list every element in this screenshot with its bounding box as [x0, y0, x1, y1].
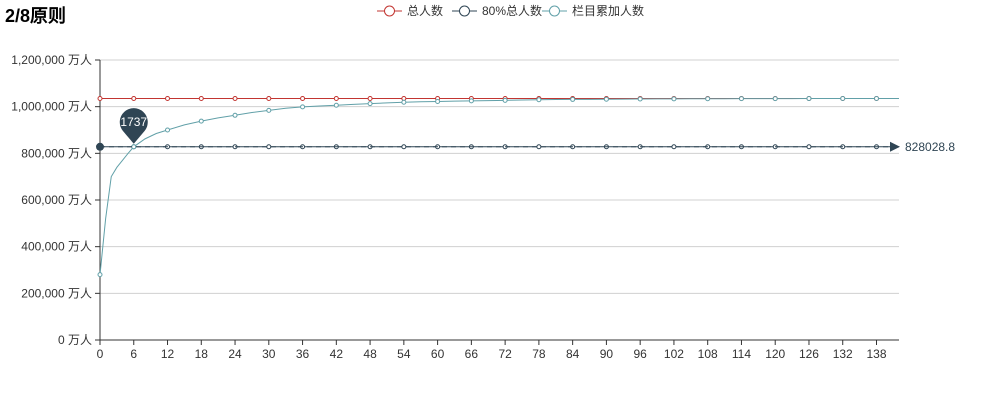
series-point-0[interactable]	[131, 95, 137, 101]
x-tick-label: 36	[296, 347, 310, 361]
x-tick-label: 0	[97, 347, 104, 361]
legend-label-1: 80%总人数	[482, 3, 542, 18]
x-tick-label: 24	[228, 347, 242, 361]
x-tick-label: 30	[262, 347, 276, 361]
series-point-2[interactable]	[401, 99, 407, 105]
legend-symbol-2[interactable]	[549, 5, 560, 17]
mark-point-pin[interactable]	[119, 108, 148, 144]
series-point-2[interactable]	[806, 96, 812, 102]
series-point-2[interactable]	[637, 96, 643, 102]
x-tick-label: 60	[431, 347, 445, 361]
series-point-2[interactable]	[435, 99, 441, 105]
series-point-0[interactable]	[333, 95, 339, 101]
x-tick-label: 138	[866, 347, 886, 361]
series-point-2[interactable]	[705, 96, 711, 102]
y-tick-label: 1,000,000 万人	[11, 100, 92, 114]
chart-title: 2/8原则	[5, 6, 67, 26]
x-tick-label: 78	[532, 347, 546, 361]
series-point-2[interactable]	[468, 98, 474, 104]
x-tick-label: 108	[698, 347, 718, 361]
legend-label-2: 栏目累加人数	[572, 3, 644, 18]
y-tick-label: 200,000 万人	[21, 286, 92, 300]
mark-line-start-dot	[96, 142, 104, 151]
x-tick-label: 120	[765, 347, 785, 361]
series-point-0[interactable]	[300, 95, 306, 101]
series-point-2[interactable]	[367, 101, 373, 107]
series-point-2[interactable]	[840, 96, 846, 102]
series-point-0[interactable]	[232, 95, 238, 101]
mark-line-arrow-icon	[890, 141, 900, 152]
x-tick-label: 132	[833, 347, 853, 361]
x-tick-label: 66	[465, 347, 479, 361]
y-tick-label: 0 万人	[58, 333, 92, 347]
x-tick-label: 96	[633, 347, 647, 361]
series-point-2[interactable]	[873, 96, 879, 101]
x-tick-label: 72	[498, 347, 512, 361]
x-tick-label: 114	[732, 347, 751, 361]
mark-line-label: 828028.8	[905, 140, 955, 154]
x-tick-label: 54	[397, 347, 411, 361]
x-tick-label: 84	[566, 347, 580, 361]
legend-symbol-1[interactable]	[459, 5, 470, 17]
y-tick-label: 600,000 万人	[21, 193, 92, 207]
x-tick-label: 102	[664, 347, 684, 361]
series-point-0[interactable]	[165, 95, 171, 101]
x-tick-label: 42	[330, 347, 344, 361]
series-point-2[interactable]	[536, 97, 542, 103]
series-point-2[interactable]	[333, 102, 339, 108]
y-tick-label: 800,000 万人	[21, 146, 92, 160]
x-tick-label: 6	[130, 347, 137, 361]
series-point-2[interactable]	[502, 97, 508, 103]
series-point-0[interactable]	[198, 95, 204, 101]
y-tick-label: 400,000 万人	[21, 240, 92, 254]
series-point-2[interactable]	[198, 118, 204, 124]
x-tick-label: 90	[600, 347, 614, 361]
series-point-2[interactable]	[232, 112, 238, 118]
series-point-1[interactable]	[536, 144, 542, 150]
series-point-0[interactable]	[97, 95, 103, 101]
series-point-1[interactable]	[671, 144, 677, 150]
series-point-2[interactable]	[266, 107, 272, 113]
series-point-2[interactable]	[738, 96, 744, 102]
series-point-1[interactable]	[401, 144, 407, 150]
legend-label-0: 总人数	[407, 3, 443, 18]
series-point-0[interactable]	[266, 95, 272, 101]
series-point-2[interactable]	[131, 144, 137, 150]
y-tick-label: 1,200,000 万人	[11, 53, 92, 67]
series-point-2[interactable]	[671, 96, 677, 102]
x-tick-label: 126	[799, 347, 819, 361]
legend-symbol-0[interactable]	[384, 5, 395, 17]
series-point-2[interactable]	[97, 272, 103, 278]
x-tick-label: 12	[161, 347, 175, 361]
x-tick-label: 48	[363, 347, 377, 361]
x-tick-label: 18	[195, 347, 209, 361]
series-point-0[interactable]	[367, 95, 373, 101]
series-line-2	[99, 97, 900, 275]
mark-point-label: 1737	[120, 115, 147, 129]
series-point-2[interactable]	[603, 96, 609, 102]
series-point-2[interactable]	[570, 96, 576, 102]
series-point-2[interactable]	[772, 96, 778, 102]
series-point-1[interactable]	[266, 144, 272, 150]
series-point-2[interactable]	[300, 104, 306, 110]
series-point-1[interactable]	[806, 144, 812, 150]
series-point-2[interactable]	[165, 127, 171, 133]
